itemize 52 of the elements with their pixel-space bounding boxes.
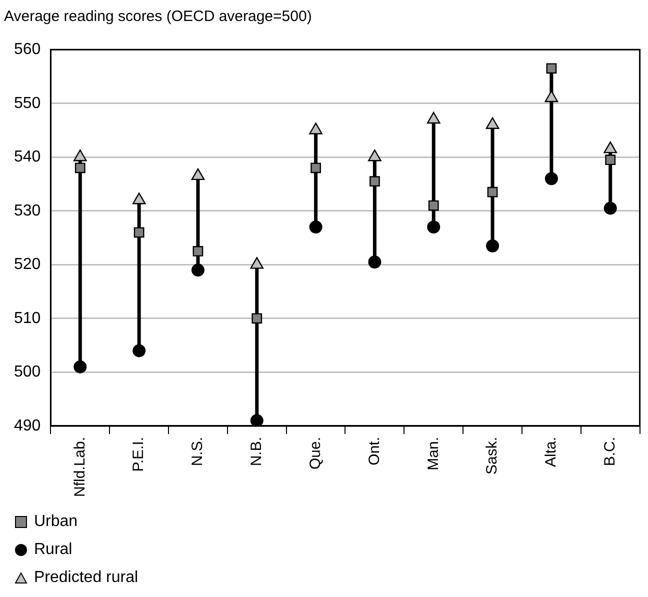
point: [74, 360, 87, 374]
point: [309, 220, 322, 234]
point: [486, 117, 500, 129]
point: [544, 90, 558, 102]
point: [309, 122, 322, 134]
y-tick-label: 510: [14, 310, 41, 327]
point: [604, 202, 617, 215]
point: [134, 227, 144, 238]
point: [370, 176, 380, 187]
y-tick-label: 520: [14, 256, 41, 274]
y-tick-label: 530: [14, 202, 41, 220]
x-tick-label: Que.: [306, 436, 324, 470]
point: [191, 264, 204, 277]
point: [252, 313, 262, 324]
point: [191, 168, 205, 180]
y-tick-label: 500: [14, 364, 41, 381]
point: [605, 154, 616, 166]
point: [487, 186, 498, 198]
point: [426, 112, 440, 124]
point: [604, 141, 618, 154]
point: [250, 414, 264, 426]
legend-label: Rural: [34, 541, 72, 559]
x-tick-label: N.S.: [189, 436, 206, 466]
x-tick-label: P.E.I.: [130, 436, 148, 472]
point: [310, 162, 321, 174]
legend-label: Urban: [34, 513, 78, 531]
point: [73, 150, 87, 162]
y-tick-label: 550: [14, 94, 41, 112]
point: [132, 192, 146, 204]
point: [368, 150, 382, 162]
y-tick-label: 490: [14, 417, 41, 434]
point: [486, 239, 500, 252]
point: [132, 344, 146, 358]
point: [250, 257, 264, 269]
point: [192, 246, 204, 256]
x-tick-label: Sask.: [484, 436, 501, 474]
x-tick-label: Alta.: [542, 436, 560, 467]
point: [74, 162, 86, 174]
y-tick-label: 540: [14, 148, 41, 166]
x-tick-label: Nfld.Lab.: [71, 436, 88, 498]
point: [368, 255, 382, 268]
point: [546, 63, 557, 74]
point: [428, 200, 439, 211]
x-tick-label: N.B.: [248, 436, 266, 466]
y-tick-label: 560: [14, 41, 41, 58]
point: [544, 172, 558, 186]
point: [427, 220, 440, 234]
chart-title: Average reading scores (OECD average=500): [4, 8, 312, 25]
x-tick-label: B.C.: [601, 436, 618, 466]
x-tick-label: Ont.: [366, 436, 383, 466]
legend-label: Predicted rural: [34, 569, 138, 587]
x-tick-label: Man.: [424, 436, 442, 470]
